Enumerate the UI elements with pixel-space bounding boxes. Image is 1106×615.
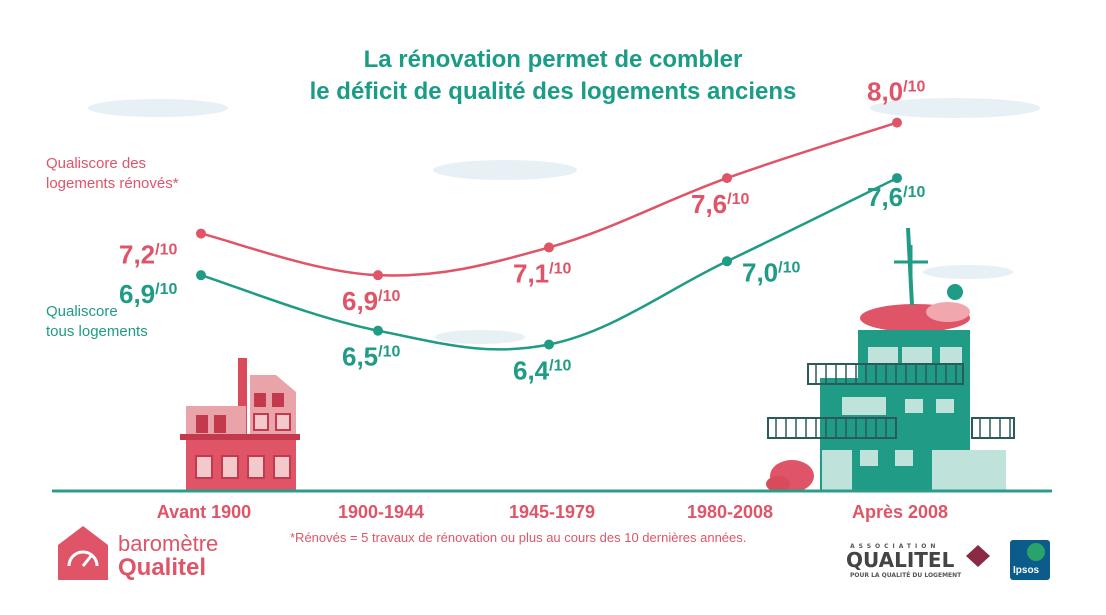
value-label-renovated-1: 6,9/10 [342,286,401,316]
x-tick-label-1: 1900-1944 [338,502,424,522]
data-point-all-1 [373,325,383,336]
ipsos-label: Ipsos [1013,565,1040,576]
brand-line1: baromètre [118,531,219,556]
ipsos-logo [1010,540,1050,580]
x-tick-label-3: 1980-2008 [687,502,773,522]
series-label-renovated: Qualiscore des logements rénovés* [46,154,179,194]
series-label-all-line2: tous logements [46,323,148,340]
data-point-all-3 [722,256,732,267]
value-label-renovated-2: 7,1/10 [513,258,572,288]
value-label-all-3: 7,0/10 [742,257,801,287]
value-label-all-2: 6,4/10 [513,356,572,386]
data-point-renovated-4 [892,117,902,128]
barometre-house-icon [58,526,108,580]
factory-illustration [180,358,300,490]
chart-title-line1: La rénovation permet de combler [363,46,743,73]
data-point-renovated-2 [544,242,554,253]
association-tagline: POUR LA QUALITÉ DU LOGEMENT [850,572,962,579]
data-point-renovated-1 [373,270,383,281]
data-point-all-0 [196,270,206,281]
association-name: QUALITEL [846,548,955,572]
x-axis-labels: Avant 1900 1900-1944 1945-1979 1980-2008 Apr… [157,502,948,522]
brand-line2: Qualitel [118,554,207,581]
series-line-renovated [200,121,898,277]
chart-title-line2: le déficit de qualité des logements anci… [309,78,797,105]
series-label-renovated-line1: Qualiscore des [46,155,147,172]
x-tick-label-4: Après 2008 [852,502,948,522]
value-label-renovated-3: 7,6/10 [691,189,750,219]
data-point-renovated-3 [722,173,732,184]
modern-building-illustration [766,227,1015,492]
value-label-renovated-0: 7,2/10 [119,240,178,270]
x-tick-label-0: Avant 1900 [157,502,251,522]
series-label-all: Qualiscore tous logements [46,302,148,342]
value-label-all-1: 6,5/10 [342,342,401,372]
data-point-all-2 [544,339,554,350]
qualitel-diamond-icon [966,545,990,567]
series-label-renovated-line2: logements rénovés* [46,175,179,192]
data-point-all-4 [892,173,902,184]
data-point-renovated-0 [196,228,206,239]
value-label-all-0: 6,9/10 [119,279,178,309]
series-layer [196,117,902,351]
value-label-renovated-4: 8,0/10 [867,77,926,107]
cloud-decorations [88,98,1040,344]
association-small: ASSOCIATION [850,543,940,550]
value-label-all-4: 7,6/10 [867,182,926,212]
value-label-layer: 7,2/10 6,9/10 7,1/10 7,6/10 8,0/10 6,9/10 6,5/… [119,77,926,386]
footnote: *Rénovés = 5 travaux de rénovation ou pl… [290,530,747,545]
x-tick-label-2: 1945-1979 [509,502,595,522]
series-label-all-line1: Qualiscore [46,303,118,320]
